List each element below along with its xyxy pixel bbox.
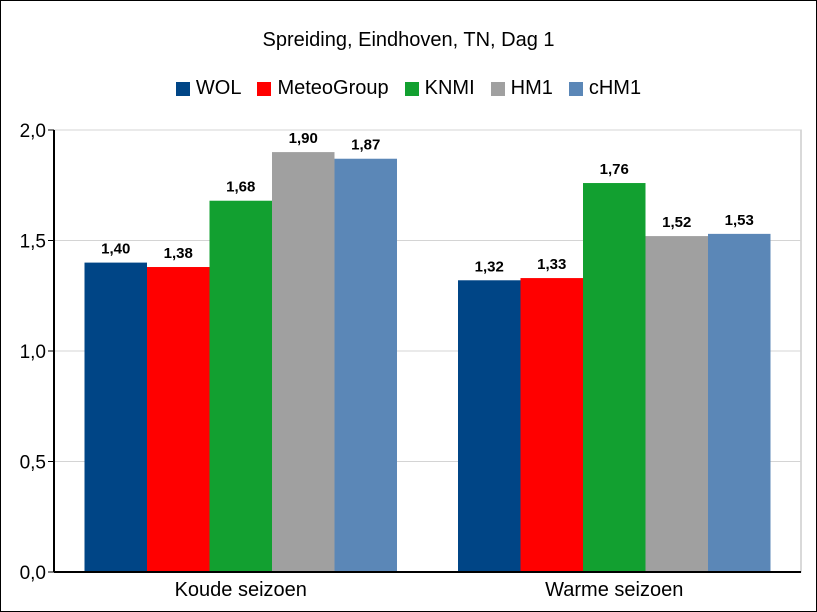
x-category-label: Warme seizoen [545, 579, 683, 601]
legend-swatch-hm1 [490, 81, 505, 96]
legend-item-chm1: cHM1 [568, 77, 642, 100]
legend-swatch-meteogroup [257, 81, 272, 96]
y-tick-label: 1,5 [20, 232, 46, 253]
data-label: 1,40 [101, 241, 130, 258]
legend-item-knmi: KNMI [404, 77, 475, 100]
bar-chm1-1 [334, 158, 397, 573]
bar-meteogroup-2 [520, 278, 583, 572]
bar-hm1-1 [272, 152, 335, 572]
chart-title: Spreiding, Eindhoven, TN, Dag 1 [262, 29, 555, 51]
legend-item-hm1: HM1 [490, 77, 553, 100]
data-label: 1,52 [662, 214, 691, 231]
legend-item-wol: WOL [175, 77, 242, 100]
y-tick-label: 0,0 [20, 563, 46, 584]
bar-knmi-1 [209, 200, 272, 572]
data-label: 1,53 [725, 212, 754, 229]
data-label: 1,32 [475, 258, 504, 275]
legend-swatch-wol [175, 81, 190, 96]
legend-label-wol: WOL [195, 77, 242, 99]
legend-label-chm1: cHM1 [588, 77, 642, 99]
legend-label-meteogroup: MeteoGroup [277, 77, 389, 99]
data-label: 1,38 [164, 245, 193, 262]
y-tick-label: 1,0 [20, 342, 46, 363]
y-tick-label: 0,5 [20, 453, 46, 474]
data-label: 1,87 [351, 137, 380, 154]
y-tick-label: 2,0 [20, 121, 46, 142]
legend-label-hm1: HM1 [510, 77, 553, 99]
data-label: 1,76 [600, 161, 629, 178]
legend-item-meteogroup: MeteoGroup [257, 77, 389, 100]
bar-knmi-2 [583, 183, 646, 573]
bar-wol-2 [458, 280, 521, 572]
legend-label-knmi: KNMI [424, 77, 475, 99]
data-label: 1,68 [226, 179, 255, 196]
bar-meteogroup-1 [147, 267, 210, 572]
chart-legend: WOL MeteoGroup KNMI HM1 cHM1 [1, 77, 816, 100]
bar-wol-1 [84, 262, 147, 572]
x-category-label: Koude seizoen [175, 579, 307, 601]
data-label: 1,90 [289, 130, 318, 147]
bar-hm1-2 [645, 236, 708, 572]
bar-chm1-2 [708, 233, 771, 572]
data-label: 1,33 [537, 256, 566, 273]
legend-swatch-chm1 [568, 81, 583, 96]
legend-swatch-knmi [404, 81, 419, 96]
